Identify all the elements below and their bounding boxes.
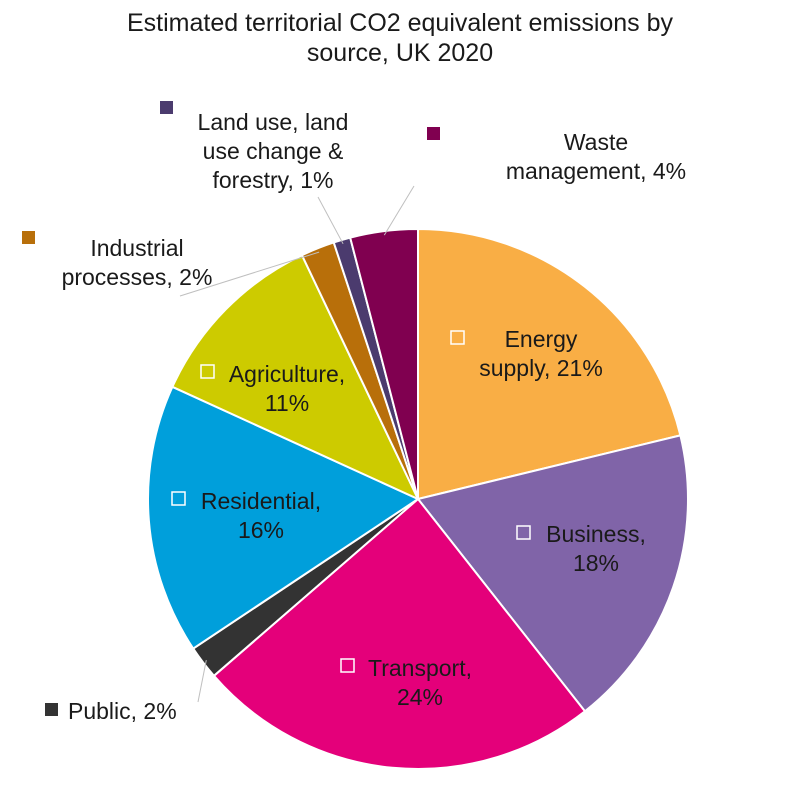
slice-labels: Energy supply, 21% Business, 18% Transport, 2… xyxy=(22,101,686,724)
pie-slice-energy-supply xyxy=(417,227,682,501)
slice-color-marker xyxy=(427,127,440,140)
slice-label-public: Public, 2% xyxy=(45,698,177,724)
slice-label-industrial-processes: Industrial processes, 2% xyxy=(22,231,212,290)
slice-color-marker xyxy=(200,364,215,379)
slice-color-marker xyxy=(450,330,465,345)
slice-color-marker xyxy=(45,703,58,716)
slice-label-text: use change & xyxy=(203,138,344,164)
slice-color-marker xyxy=(22,231,35,244)
slice-label-text: Agriculture, xyxy=(229,361,345,387)
slice-label-agriculture: Agriculture, 11% xyxy=(200,361,345,416)
slice-label-text: forestry, 1% xyxy=(213,167,334,193)
slice-label-text: Public, 2% xyxy=(68,698,177,724)
slice-label-text: 24% xyxy=(397,684,443,710)
slice-color-marker xyxy=(516,525,531,540)
slice-label-waste-management: Waste management, 4% xyxy=(427,127,686,184)
leader-line xyxy=(383,185,415,236)
slice-color-marker xyxy=(340,658,355,673)
pie-slice-business xyxy=(416,434,689,713)
leader-line xyxy=(317,196,344,245)
slice-label-text: management, 4% xyxy=(506,158,686,184)
slice-label-transport: Transport, 24% xyxy=(340,655,472,710)
slice-label-text: Industrial xyxy=(90,235,183,261)
slice-label-text: 18% xyxy=(573,550,619,576)
chart-title-line: source, UK 2020 xyxy=(307,39,493,67)
chart-title: Estimated territorial CO2 equivalent emi… xyxy=(127,9,674,67)
slice-label-text: Land use, land xyxy=(198,109,349,135)
pie-slice-waste-management xyxy=(348,227,419,500)
slice-label-text: Transport, xyxy=(368,655,472,681)
leader-line xyxy=(197,660,207,703)
slice-label-residential: Residential, 16% xyxy=(171,488,321,543)
slice-color-marker xyxy=(171,491,186,506)
slice-label-land-use-land-use-change-forestry: Land use, land use change & forestry, 1% xyxy=(160,101,348,193)
pie-slice-transport xyxy=(212,497,587,770)
slice-color-marker xyxy=(160,101,173,114)
chart-title-line: Estimated territorial CO2 equivalent emi… xyxy=(127,9,674,37)
leader-lines xyxy=(179,185,415,703)
slice-label-text: 11% xyxy=(265,390,309,416)
slice-label-text: supply, 21% xyxy=(479,355,603,381)
slice-label-text: processes, 2% xyxy=(62,264,213,290)
pie-slice-residential xyxy=(147,385,421,650)
leader-line xyxy=(179,251,320,297)
slice-label-energy-supply: Energy supply, 21% xyxy=(450,326,603,381)
slice-label-text: Waste xyxy=(564,129,628,155)
slice-label-text: 16% xyxy=(238,517,284,543)
slice-label-text: Energy xyxy=(505,326,578,352)
slice-label-text: Business, xyxy=(546,521,646,547)
slice-label-text: Residential, xyxy=(201,488,321,514)
slice-label-business: Business, 18% xyxy=(516,521,646,576)
